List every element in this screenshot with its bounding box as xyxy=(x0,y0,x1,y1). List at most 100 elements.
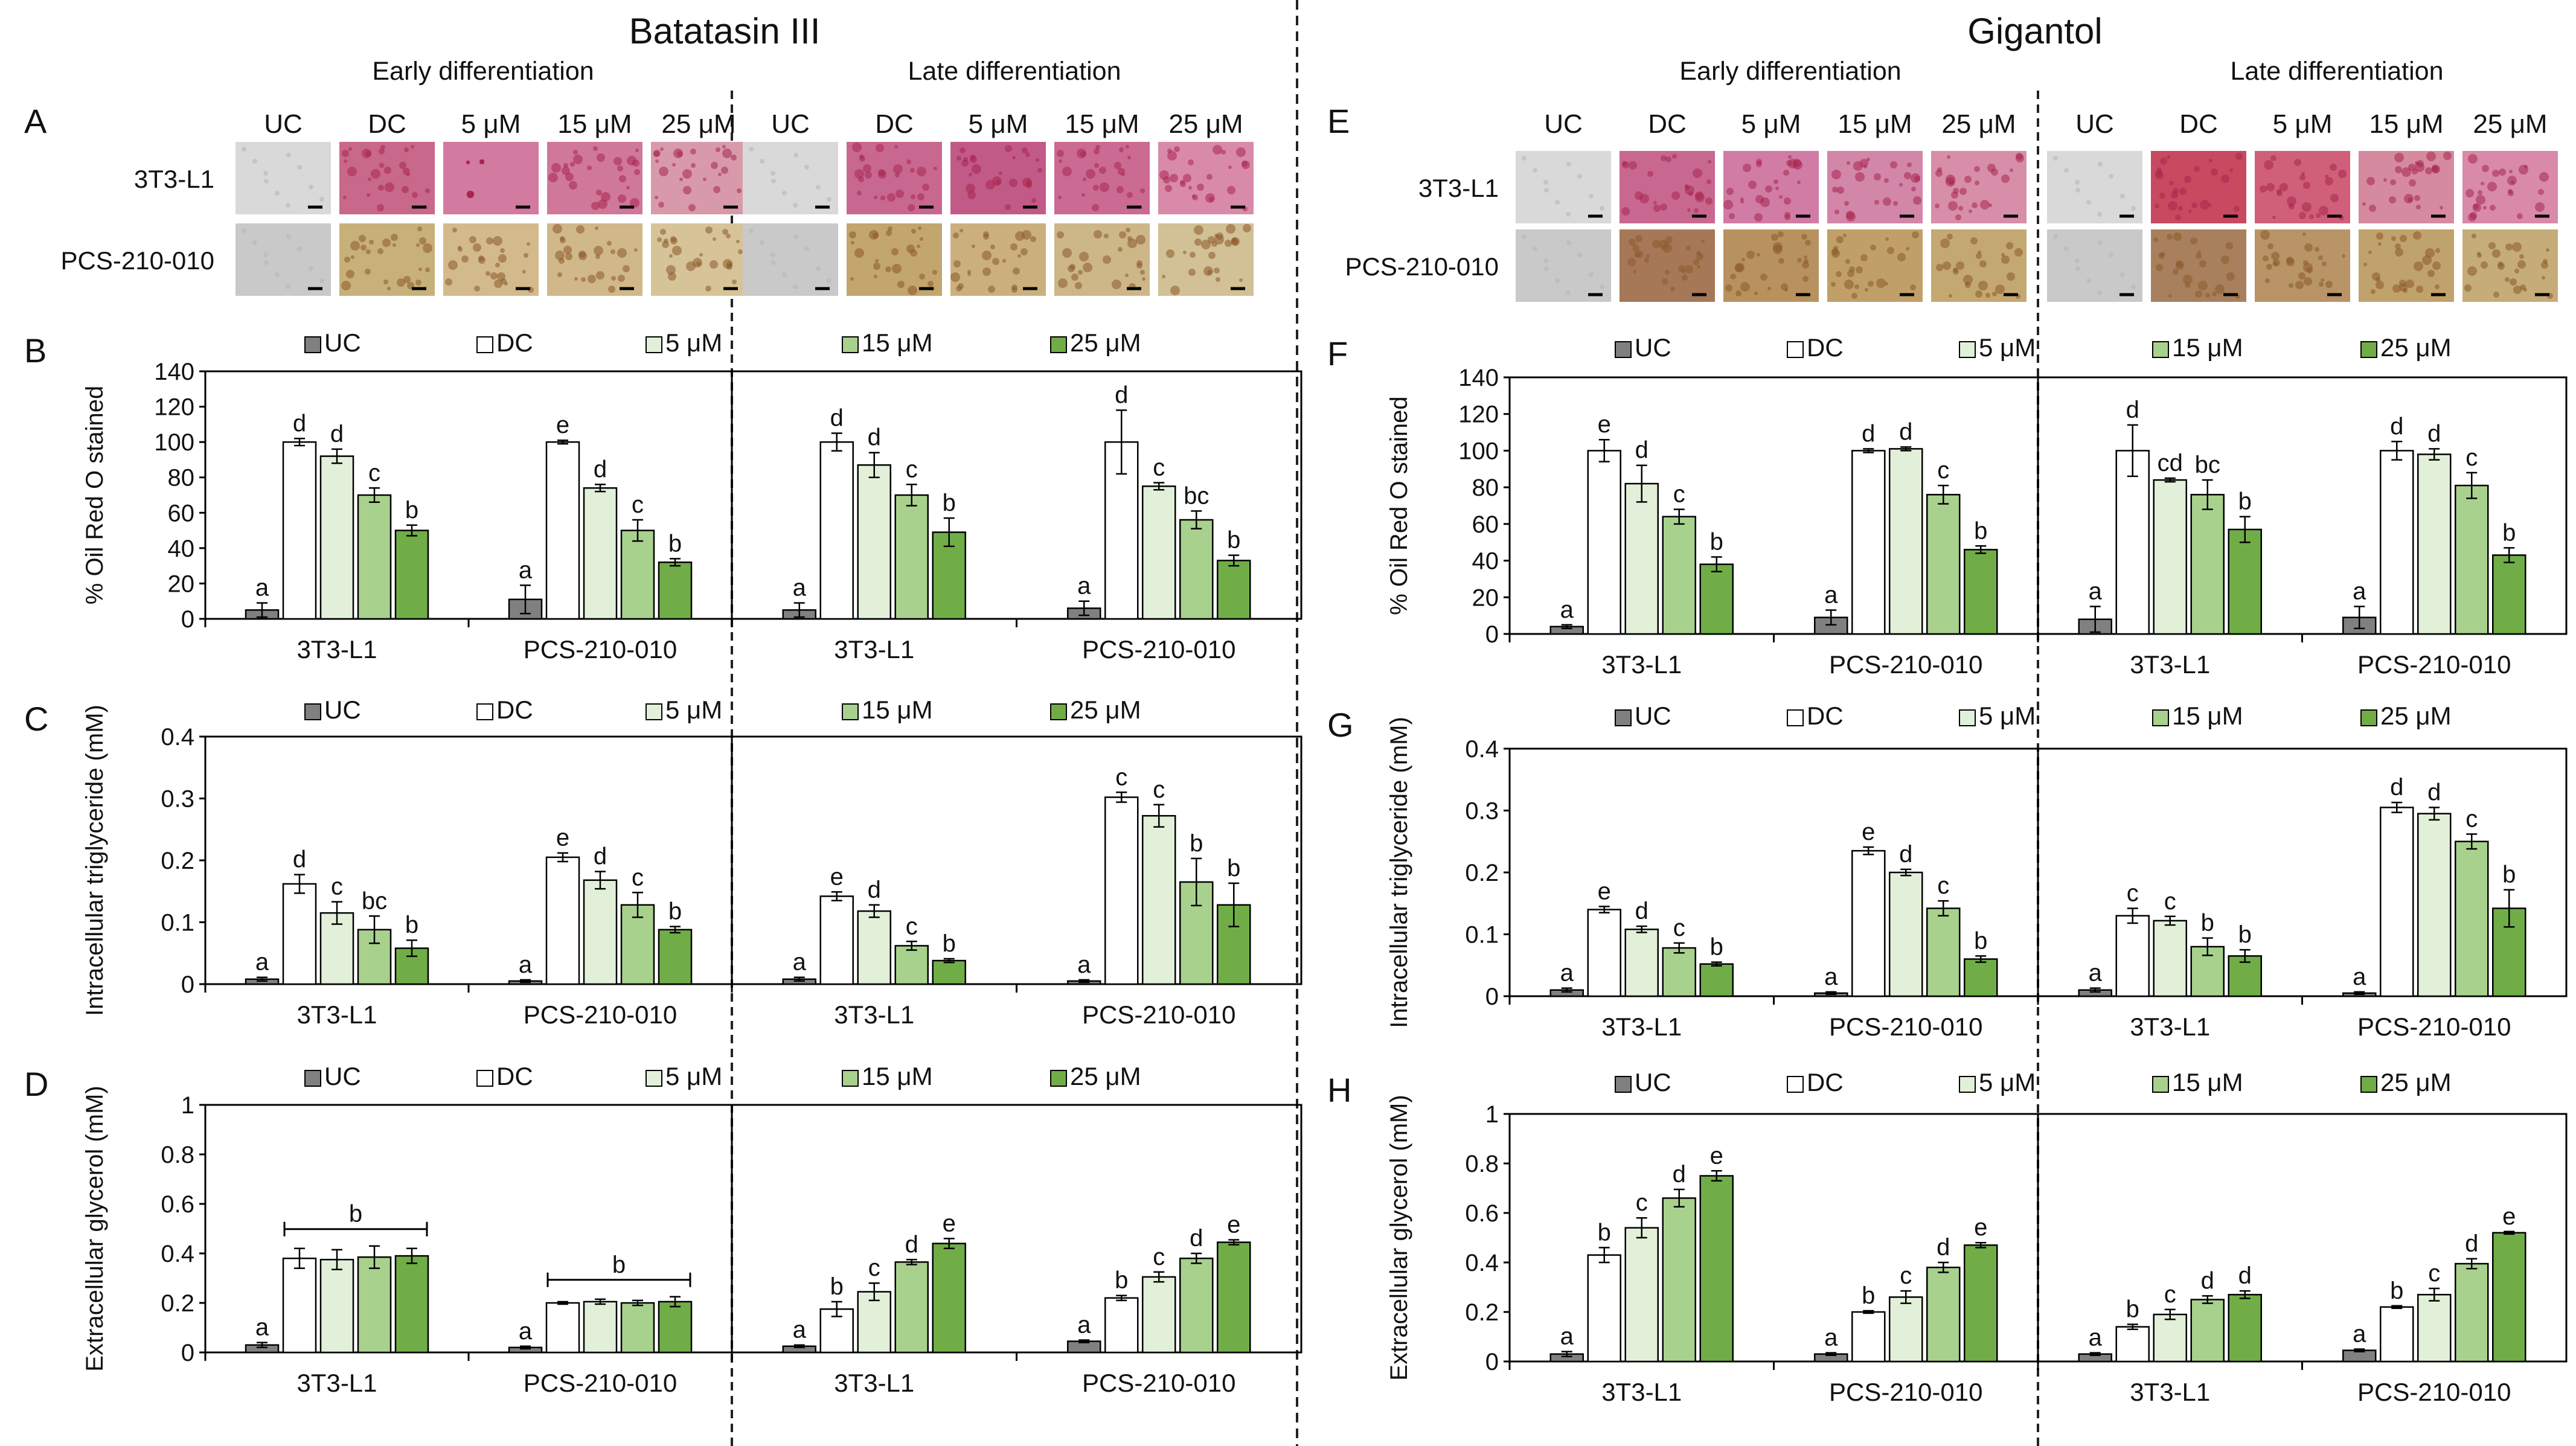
stain-spot xyxy=(1836,236,1844,243)
significance-letter: bc xyxy=(1184,482,1209,509)
stain-spot xyxy=(1778,258,1784,264)
legend-label: 25 μM xyxy=(1070,1062,1141,1090)
stain-spot xyxy=(594,246,603,255)
significance-letter: d xyxy=(868,424,881,451)
legend-label: UC xyxy=(1635,333,1671,362)
stain-spot xyxy=(1956,261,1964,270)
stain-spot xyxy=(696,261,701,266)
significance-letter: d xyxy=(293,846,306,873)
legend-swatch xyxy=(304,1070,321,1087)
stain-spot xyxy=(2183,275,2193,284)
micrograph-pcs-210-010-0 xyxy=(235,223,331,296)
stain-spot xyxy=(563,163,568,168)
stain-spot xyxy=(2266,264,2272,270)
stain-spot xyxy=(1190,252,1196,258)
stain-spot xyxy=(737,188,742,193)
stain-spot xyxy=(601,192,610,202)
stain-spot xyxy=(1784,197,1791,205)
stain-spot xyxy=(966,184,975,193)
stain-spot xyxy=(2378,242,2382,246)
stain-spot xyxy=(2472,234,2476,238)
stain-spot xyxy=(932,270,937,275)
significance-letter: a xyxy=(255,949,269,976)
micrograph-pcs-210-010-0 xyxy=(1516,229,1611,302)
stain-spot xyxy=(1696,251,1701,255)
legend-label: UC xyxy=(1635,702,1671,730)
chart-gigantol-oil-red-o: UC DC 5 μM 15 μM 25 μM 0 20 40 60 80 100 120 140 % Oi… xyxy=(1386,333,2568,679)
stain-spot xyxy=(1865,288,1868,292)
stain-spot xyxy=(878,170,886,179)
stain-spot xyxy=(1906,247,1909,251)
stain-spot xyxy=(1985,293,1990,298)
stain-spot xyxy=(1746,251,1755,259)
significance-letter: c xyxy=(1115,764,1127,790)
stain-spot xyxy=(2325,177,2333,185)
stain-spot xyxy=(722,145,726,149)
stain-spot xyxy=(1162,275,1165,278)
legend-swatch xyxy=(476,1070,493,1087)
stain-spot xyxy=(874,196,877,199)
stain-spot xyxy=(1805,240,1811,246)
stain-spot xyxy=(1083,263,1092,272)
significance-letter: c xyxy=(906,456,918,482)
significance-letter: a xyxy=(2089,1325,2103,1351)
stain-spot xyxy=(1183,251,1187,254)
bar-25um xyxy=(2492,1232,2526,1363)
stain-spot xyxy=(2483,206,2487,210)
y-tick-label: 0.8 xyxy=(161,1142,194,1168)
stain-spot xyxy=(1005,204,1011,210)
cell-spot xyxy=(2075,266,2080,271)
stain-spot xyxy=(2304,277,2312,286)
legend-label: 15 μM xyxy=(2172,1068,2243,1096)
significance-letter: c xyxy=(1937,872,1949,899)
stain-spot xyxy=(2400,235,2407,242)
stain-spot xyxy=(1165,185,1172,192)
stain-spot xyxy=(672,163,676,167)
stain-spot xyxy=(598,199,607,209)
stain-spot xyxy=(2416,286,2423,293)
cell-spot xyxy=(771,252,775,257)
stain-spot xyxy=(1058,278,1068,288)
significance-letter: a xyxy=(2353,578,2366,604)
stain-spot xyxy=(2391,236,2396,241)
stain-spot xyxy=(378,185,384,191)
stain-spot xyxy=(2514,269,2519,274)
stain-spot xyxy=(1701,240,1705,243)
stain-spot xyxy=(891,248,899,255)
stain-spot xyxy=(2538,189,2544,195)
y-tick-label: 0.2 xyxy=(1465,860,1499,886)
compound-title: Batatasin III xyxy=(629,11,821,51)
micrograph-3t3-l1-4 xyxy=(651,142,746,214)
stain-spot xyxy=(920,237,923,241)
stain-spot xyxy=(1058,196,1062,199)
bar-25um xyxy=(658,1300,693,1354)
micrograph-tile xyxy=(235,142,331,214)
stain-spot xyxy=(972,245,975,248)
category-label: 3T3-L1 xyxy=(2130,1013,2210,1041)
legend-label: DC xyxy=(496,328,533,357)
stain-spot xyxy=(1855,172,1865,182)
chart-gigantol-glycerol: UC DC 5 μM 15 μM 25 μM 0 0.2 0.4 0.6 0.8 1 Extracel… xyxy=(1386,1068,2568,1406)
significance-letter: a xyxy=(1560,960,1574,987)
stain-spot xyxy=(1936,264,1943,271)
significance-letter: b xyxy=(1710,934,1723,961)
cell-spot xyxy=(263,252,268,257)
stain-spot xyxy=(478,257,485,264)
cell-spot xyxy=(286,234,291,239)
stain-spot xyxy=(2390,179,2396,185)
stain-spot xyxy=(2363,263,2367,266)
category-label: 3T3-L1 xyxy=(834,635,914,664)
stain-spot xyxy=(1943,261,1951,270)
category-label: 3T3-L1 xyxy=(1601,1013,1682,1041)
stain-spot xyxy=(557,272,562,277)
stain-spot xyxy=(849,231,856,238)
legend-label: DC xyxy=(1807,333,1844,362)
stain-spot xyxy=(1695,193,1705,202)
stain-spot xyxy=(1670,287,1675,292)
category-label: 3T3-L1 xyxy=(1601,650,1682,679)
image-column-label: 5 μM xyxy=(461,109,521,139)
stain-spot xyxy=(1970,237,1978,245)
stain-spot xyxy=(1632,245,1639,252)
stain-spot xyxy=(1665,236,1673,243)
